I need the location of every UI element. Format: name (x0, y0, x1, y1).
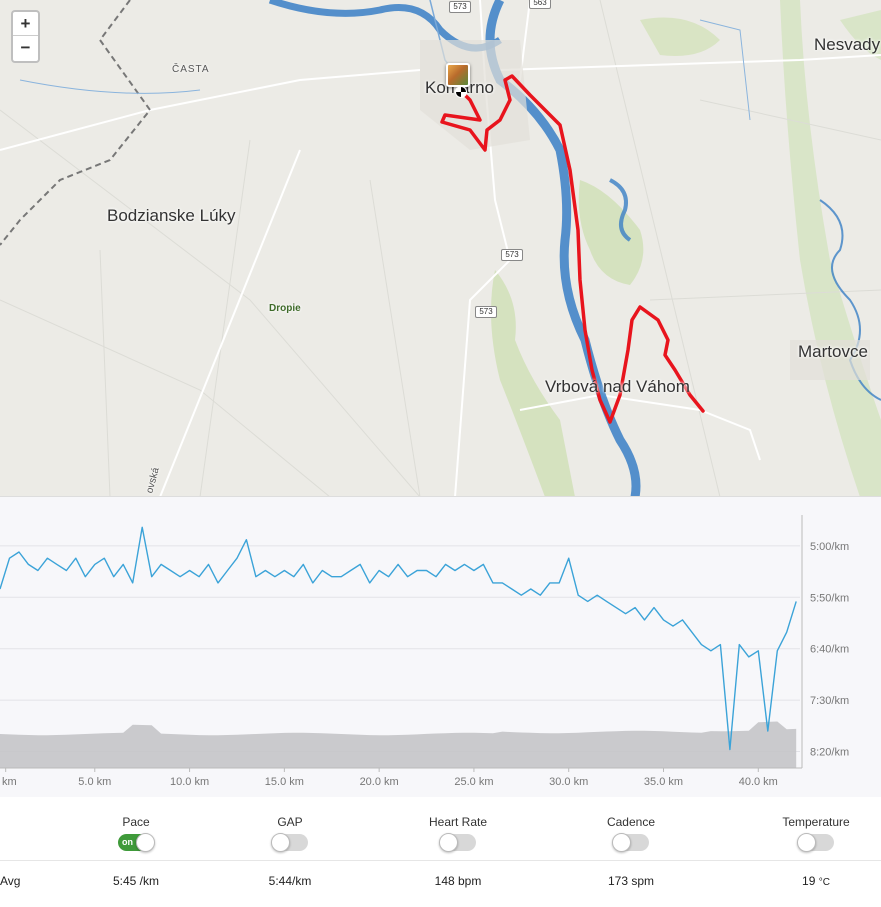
x-tick-label: 20.0 km (360, 776, 399, 788)
x-tick-label: 5.0 km (78, 776, 111, 788)
map-road (699, 409, 761, 461)
map-roads (0, 0, 881, 496)
y-tick-label: 5:50/km (810, 592, 849, 604)
avg-temperature: 19 °C (756, 874, 876, 888)
avg-temperature-unit: °C (818, 877, 830, 888)
avg-label: Avg (0, 874, 21, 888)
avg-cadence: 173 spm (607, 874, 655, 888)
heart-rate-toggle[interactable] (439, 833, 476, 852)
toggle-knob (612, 833, 631, 852)
zoom-control: + − (11, 10, 40, 63)
x-tick-label: 25.0 km (454, 776, 493, 788)
map-green-area (640, 17, 720, 56)
map-green-area (578, 180, 644, 285)
y-tick-label: 6:40/km (810, 644, 849, 656)
map-field-line (199, 139, 251, 496)
map-field-line (0, 299, 330, 496)
stat-pace: Pace on (76, 814, 196, 852)
map-river-loop (609, 178, 632, 242)
stat-gap: GAP (230, 814, 350, 852)
place-label-dropie: Dropie (269, 303, 301, 314)
avg-gap: 5:44/km (268, 874, 312, 888)
road-shield: 573 (475, 306, 497, 318)
map-field-line (699, 99, 881, 141)
elevation-area (0, 721, 797, 768)
map-canvas (0, 0, 881, 496)
stats-panel: Pace on GAP Heart Rate Cadence Temperatu… (0, 800, 881, 907)
x-tick-label: km (2, 776, 17, 788)
stat-name: Pace (122, 815, 150, 829)
map-green-area (780, 0, 881, 496)
y-tick-label: 8:20/km (810, 747, 849, 759)
place-label-vrbova: Vrbová nad Váhom (545, 377, 690, 396)
road-shield: 573 (449, 1, 471, 13)
activity-route (440, 74, 705, 424)
stats-divider (0, 860, 881, 861)
map-green-area (491, 270, 575, 496)
map-field-line (369, 179, 421, 496)
map-field-lines (0, 0, 881, 496)
place-label-nesvady: Nesvady (814, 35, 881, 54)
x-tick-label: 10.0 km (170, 776, 209, 788)
map-green-area (840, 10, 881, 60)
map-stream (19, 79, 201, 94)
gap-toggle[interactable] (271, 833, 308, 852)
road-shield: 563 (529, 0, 551, 9)
map-road (499, 54, 881, 71)
x-tick-label: 15.0 km (265, 776, 304, 788)
x-tick-label: 40.0 km (739, 776, 778, 788)
map-stream (699, 19, 751, 121)
avg-heart-rate: 148 bpm (434, 874, 482, 888)
road-shield: 573 (501, 249, 523, 261)
x-tick-label: 30.0 km (549, 776, 588, 788)
avg-pace: 5:45 /km (112, 874, 160, 888)
stat-cadence: Cadence (571, 814, 691, 852)
pace-chart[interactable]: 5:00/km 5:50/km 6:40/km 7:30/km 8:20/km km 5.0… (0, 497, 881, 797)
map-field-line (0, 109, 420, 496)
temperature-toggle[interactable] (797, 833, 834, 852)
map-field-line (599, 0, 721, 496)
place-label-bodzianske: Bodzianske Lúky (107, 206, 236, 225)
map-road (0, 69, 421, 151)
finish-flag-icon (455, 86, 467, 98)
stat-name: Heart Rate (428, 815, 488, 829)
zoom-in-button[interactable]: + (13, 12, 38, 36)
route-map[interactable]: + − Komárno Nesvady ČASTA Bodzianske Lúk… (0, 0, 881, 497)
toggle-knob (439, 833, 458, 852)
toggle-knob (797, 833, 816, 852)
pace-line (0, 526, 797, 751)
map-border-line (0, 0, 152, 246)
stat-temperature: Temperature (756, 814, 876, 852)
map-field-line (99, 249, 111, 496)
y-tick-label: 7:30/km (810, 695, 849, 707)
toggle-knob (136, 833, 155, 852)
place-label-casta: ČASTA (172, 64, 210, 75)
pace-chart-canvas: 5:00/km 5:50/km 6:40/km 7:30/km 8:20/km km 5.0… (0, 515, 849, 788)
zoom-out-button[interactable]: − (20, 38, 31, 57)
cadence-toggle[interactable] (612, 833, 649, 852)
avg-temperature-value: 19 (802, 874, 816, 888)
x-tick-label: 35.0 km (644, 776, 683, 788)
pace-toggle[interactable]: on (118, 833, 155, 852)
athlete-avatar[interactable] (446, 63, 470, 87)
map-road (159, 149, 301, 496)
stat-name: GAP (277, 815, 303, 829)
stat-heart-rate: Heart Rate (398, 814, 518, 852)
y-tick-label: 5:00/km (810, 541, 849, 553)
stat-name: Cadence (606, 815, 656, 829)
toggle-knob (271, 833, 290, 852)
map-town-area (790, 340, 870, 380)
activity-route-path (440, 74, 705, 424)
place-label-martovce: Martovce (798, 342, 868, 361)
stat-name: Temperature (782, 815, 850, 829)
toggle-on-text: on (122, 837, 133, 847)
